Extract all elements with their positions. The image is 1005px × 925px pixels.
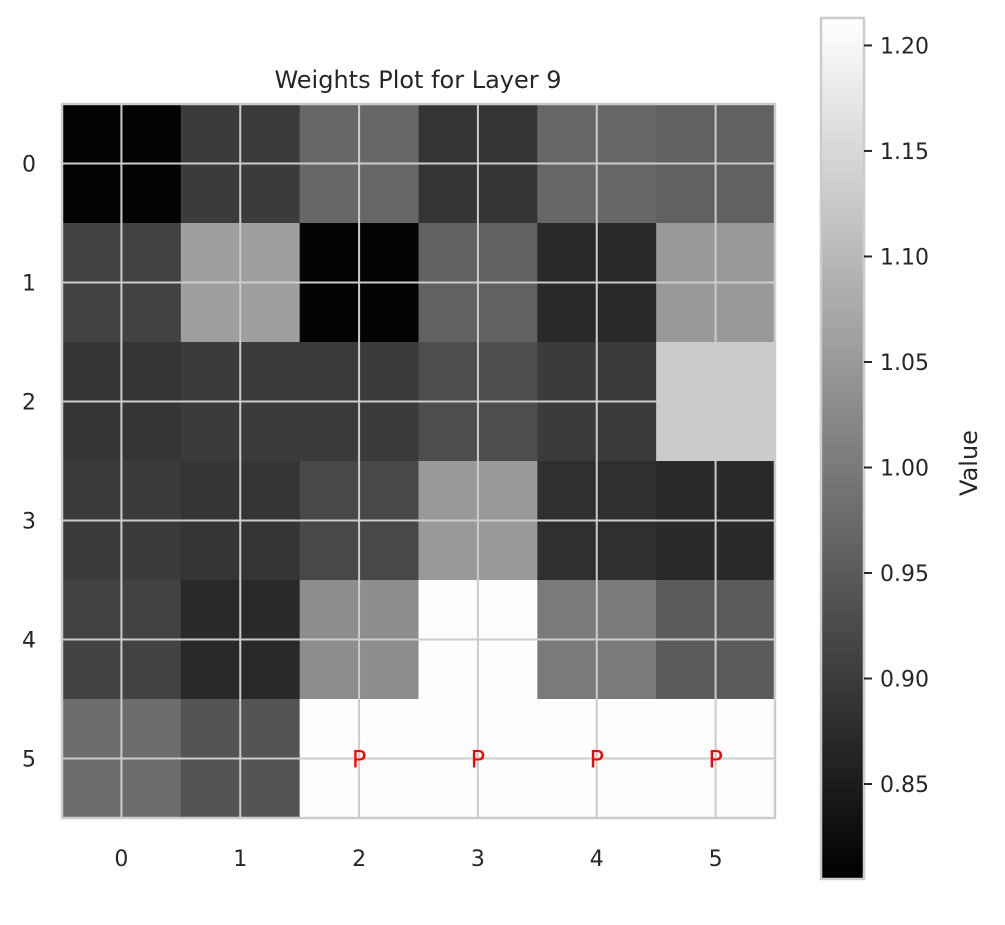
chart-title: Weights Plot for Layer 9 [274,66,561,94]
x-tick-label: 5 [709,847,723,872]
cell-annotation: P [708,746,722,774]
colorbar-tick-label: 1.20 [880,34,929,59]
colorbar-ticks: 0.85 0.90 0.95 1.00 1.05 1.10 1.15 1.20 [864,34,929,798]
x-tick-label: 4 [590,847,604,872]
colorbar-tick-label: 1.05 [880,351,929,376]
grid-lines [62,104,775,818]
y-tick-label: 0 [22,153,36,178]
colorbar-tick-label: 0.95 [880,562,929,587]
colorbar-tick-label: 0.90 [880,668,929,693]
cell-annotation: P [590,746,604,774]
y-tick-label: 2 [22,391,36,416]
colorbar-label: Value [955,430,983,496]
x-tick-label: 0 [114,847,128,872]
colorbar-tick-label: 1.10 [880,245,929,270]
x-axis-ticks: 0 1 2 3 4 5 [114,847,722,872]
y-tick-label: 1 [22,272,36,297]
heatmap-cells [62,104,776,819]
colorbar-tick-label: 1.15 [880,140,929,165]
x-tick-label: 2 [352,847,366,872]
colorbar-tick-label: 1.00 [880,456,929,481]
cell-annotation: P [352,746,366,774]
x-tick-label: 3 [471,847,485,872]
plot-frame [60,102,777,820]
y-tick-label: 5 [22,748,36,773]
colorbar [819,16,866,881]
y-tick-label: 3 [22,510,36,535]
x-tick-label: 1 [233,847,247,872]
colorbar-tick-label: 0.85 [880,773,929,798]
cell-annotation: P [471,746,485,774]
y-tick-label: 4 [22,629,36,654]
y-axis-ticks: 0 1 2 3 4 5 [22,153,36,773]
